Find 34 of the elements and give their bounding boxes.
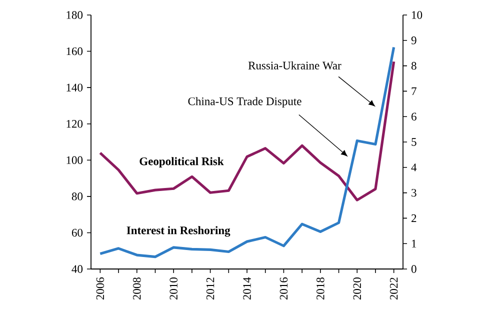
y-tick-label: 80 <box>72 192 83 200</box>
x-tick-label: 2008 <box>133 277 141 300</box>
x-tick-label: 2010 <box>170 277 178 300</box>
y2-tick-label: 1 <box>412 240 416 248</box>
y2-tick-label: 6 <box>412 112 416 120</box>
series-label: Geopolitical Risk <box>140 157 224 168</box>
annotation: Russia-Ukraine War <box>248 61 342 70</box>
y-tick-label: 160 <box>66 47 83 56</box>
y2-tick-label: 8 <box>411 62 416 70</box>
x-tick-label: 2020 <box>353 277 361 300</box>
line-series <box>98 60 396 202</box>
y2-tick-label: 7 <box>412 87 416 95</box>
y-tick-label: 120 <box>66 120 83 128</box>
x-tick-label: 2018 <box>316 277 324 300</box>
x-tick-label: 2022 <box>390 278 398 300</box>
x-tick-label: 2016 <box>280 277 288 300</box>
x-tick-label: 2012 <box>206 278 214 300</box>
y2-tick-label: 4 <box>411 164 417 172</box>
line-series <box>98 46 396 258</box>
y2-tick-label: 3 <box>412 188 416 197</box>
x-tick-label: 2006 <box>96 277 104 300</box>
y-tick-label: 100 <box>66 156 83 164</box>
x-tick-label: 2014 <box>243 277 251 300</box>
y2-tick-label: 9 <box>411 36 416 44</box>
y-tick-label: 180 <box>66 11 83 19</box>
y-tick-label: 60 <box>72 228 83 237</box>
series-label: Interest in Reshoring <box>126 226 230 237</box>
y-tick-label: 140 <box>66 84 83 92</box>
y2-tick-label: 0 <box>411 265 416 273</box>
y2-tick-label: 10 <box>412 11 422 19</box>
annotation: China-US Trade Dispute <box>188 97 302 108</box>
y-tick-label: 40 <box>72 265 83 273</box>
y2-tick-label: 5 <box>412 138 416 146</box>
y2-tick-label: 2 <box>412 214 416 222</box>
